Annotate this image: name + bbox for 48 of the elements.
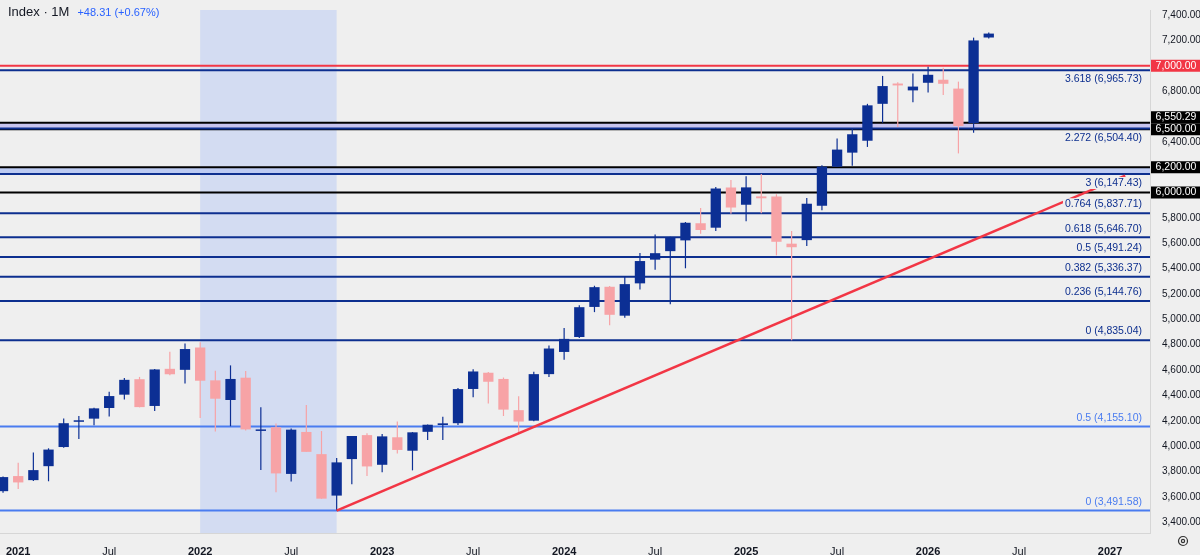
- y-tick-label: 3,600.00: [1162, 490, 1200, 502]
- ref-line-label: 0.236 (5,144.76): [1064, 285, 1142, 298]
- ref-line-label: 2.272 (6,504.40): [1064, 130, 1142, 143]
- ref-line-label: 0 (4,835.04): [1085, 324, 1142, 337]
- y-tick-label: 5,000.00: [1162, 313, 1200, 325]
- ref-line-label: 6,500.00: [1155, 122, 1197, 135]
- x-tick-label: Jul: [466, 544, 481, 555]
- y-tick-label: 3,400.00: [1162, 515, 1200, 527]
- ref-line-label: 0 (3,491.58): [1085, 494, 1142, 507]
- chart-title: Index · 1M: [8, 4, 70, 19]
- y-tick-label: 6,400.00: [1162, 135, 1200, 147]
- ref-line-label: 7,000.00: [1155, 58, 1197, 71]
- y-tick-label: 7,200.00: [1162, 34, 1200, 46]
- ref-line-label: 0.618 (5,646.70): [1064, 221, 1142, 234]
- y-tick-label: 5,800.00: [1162, 211, 1200, 223]
- x-tick-label: 2021: [5, 544, 31, 555]
- x-tick-label: 2024: [551, 544, 578, 555]
- y-tick-label: 5,600.00: [1162, 237, 1200, 249]
- x-tick-label: 2027: [1097, 544, 1123, 555]
- ref-line-label: 6,000.00: [1155, 185, 1197, 198]
- ref-line-label: 0.5 (5,491.24): [1076, 241, 1142, 254]
- x-tick-label: Jul: [830, 544, 845, 555]
- ref-line-label: 6,550.29: [1155, 110, 1197, 123]
- ref-line-label: 3.618 (6,965.73): [1064, 72, 1142, 85]
- y-tick-label: 4,400.00: [1162, 389, 1200, 401]
- y-tick-label: 4,200.00: [1162, 414, 1200, 426]
- x-tick-label: 2023: [369, 544, 395, 555]
- x-tick-label: 2026: [915, 544, 941, 555]
- ref-line-label: 0.5 (4,155.10): [1076, 410, 1142, 423]
- y-tick-label: 6,800.00: [1162, 84, 1200, 96]
- y-tick-label: 5,200.00: [1162, 287, 1200, 299]
- y-tick-label: 4,600.00: [1162, 363, 1200, 375]
- ref-line-label: 3 (6,147.43): [1085, 176, 1142, 189]
- y-tick-label: 5,400.00: [1162, 262, 1200, 274]
- ref-line-label: 6,200.00: [1155, 160, 1197, 173]
- x-tick-label: Jul: [102, 544, 117, 555]
- y-tick-label: 4,800.00: [1162, 338, 1200, 350]
- x-tick-label: 2025: [733, 544, 759, 555]
- y-tick-label: 3,800.00: [1162, 465, 1200, 477]
- ref-line-label: 0.382 (5,336.37): [1064, 260, 1142, 273]
- x-tick-label: 2022: [187, 544, 213, 555]
- y-tick-label: 7,400.00: [1162, 8, 1200, 20]
- ref-line-label: 0.764 (5,837.71): [1064, 197, 1142, 210]
- chart-subtitle: +48.31 (+0.67%): [77, 6, 160, 18]
- x-tick-label: Jul: [284, 544, 299, 555]
- y-tick-label: 4,000.00: [1162, 439, 1200, 451]
- x-tick-label: Jul: [648, 544, 663, 555]
- x-tick-label: Jul: [1012, 544, 1027, 555]
